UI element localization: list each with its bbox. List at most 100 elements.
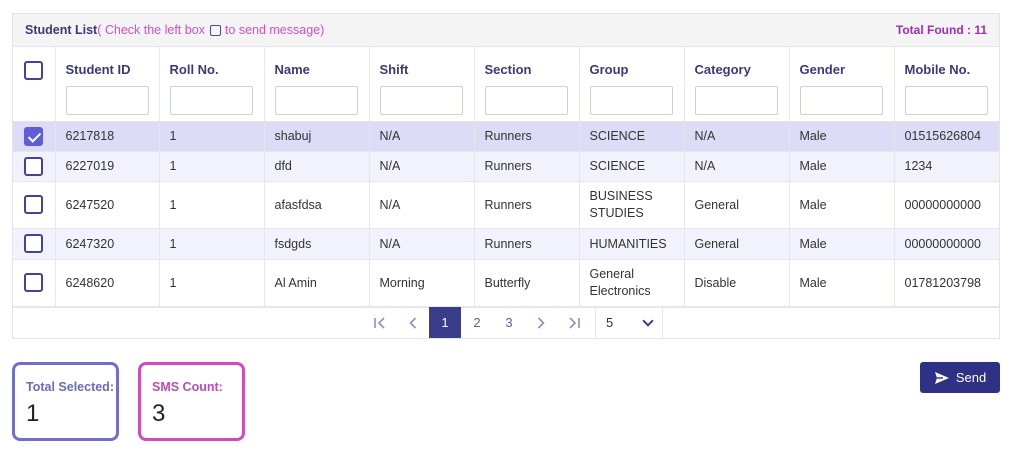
first-page-button[interactable] bbox=[365, 307, 397, 338]
column-label: Student ID bbox=[65, 62, 131, 77]
cell-category: N/A bbox=[684, 121, 790, 152]
page-title: Student List bbox=[25, 23, 98, 37]
selection-hint: ( Check the left box to send message) bbox=[97, 23, 324, 37]
column-label: Gender bbox=[799, 62, 846, 77]
filter-roll[interactable] bbox=[169, 86, 253, 115]
sms-count-label: SMS Count: bbox=[152, 380, 223, 394]
filter-category[interactable] bbox=[694, 86, 778, 115]
table-row[interactable]: 6217818 1 shabuj N/A Runners SCIENCE N/A… bbox=[13, 121, 999, 152]
cell-group: General Electronics bbox=[579, 259, 685, 307]
table-header-row: Student ID Roll No. Name Shift Section G… bbox=[13, 47, 999, 122]
student-list-panel: Student List ( Check the left box to sen… bbox=[12, 13, 1000, 339]
column-name: Name bbox=[264, 47, 370, 122]
filter-mobile[interactable] bbox=[904, 86, 988, 115]
student-table: Student ID Roll No. Name Shift Section G… bbox=[13, 47, 999, 307]
pagination: 1 2 3 5 bbox=[13, 306, 999, 338]
table-row[interactable]: 6247320 1 fsdgds N/A Runners HUMANITIES … bbox=[13, 228, 999, 260]
row-select-cell bbox=[13, 151, 56, 182]
cell-name: Al Amin bbox=[264, 259, 370, 307]
cell-student-id: 6217818 bbox=[55, 121, 160, 152]
cell-gender: Male bbox=[789, 121, 895, 152]
filter-group[interactable] bbox=[589, 86, 673, 115]
column-label: Category bbox=[694, 62, 751, 77]
filter-gender[interactable] bbox=[799, 86, 883, 115]
cell-student-id: 6247320 bbox=[55, 228, 160, 260]
next-page-button[interactable] bbox=[525, 307, 557, 338]
cell-group: HUMANITIES bbox=[579, 228, 685, 260]
cell-section: Butterfly bbox=[474, 259, 580, 307]
cell-section: Runners bbox=[474, 181, 580, 229]
column-roll: Roll No. bbox=[159, 47, 265, 122]
table-row[interactable]: 6248620 1 Al Amin Morning Butterfly Gene… bbox=[13, 259, 999, 307]
page-3-button[interactable]: 3 bbox=[505, 315, 513, 330]
cell-category: General bbox=[684, 181, 790, 229]
row-select-cell bbox=[13, 259, 56, 307]
column-group: Group bbox=[579, 47, 685, 122]
total-selected-label: Total Selected: bbox=[26, 380, 114, 394]
cell-shift: N/A bbox=[369, 151, 475, 182]
column-label: Section bbox=[484, 62, 532, 77]
column-mobile: Mobile No. bbox=[894, 47, 999, 122]
cell-group: SCIENCE bbox=[579, 121, 685, 152]
cell-group: BUSINESS STUDIES bbox=[579, 181, 685, 229]
cell-section: Runners bbox=[474, 121, 580, 152]
table-row[interactable]: 6227019 1 dfd N/A Runners SCIENCE N/A Ma… bbox=[13, 151, 999, 182]
cell-shift: N/A bbox=[369, 121, 475, 152]
column-gender: Gender bbox=[789, 47, 895, 122]
cell-student-id: 6247520 bbox=[55, 181, 160, 229]
cell-gender: Male bbox=[789, 259, 895, 307]
row-checkbox[interactable] bbox=[24, 234, 43, 253]
total-selected-value: 1 bbox=[26, 400, 40, 427]
row-checkbox[interactable] bbox=[24, 195, 43, 214]
cell-group: SCIENCE bbox=[579, 151, 685, 182]
cell-gender: Male bbox=[789, 151, 895, 182]
cell-section: Runners bbox=[474, 151, 580, 182]
cell-roll: 1 bbox=[159, 228, 265, 260]
filter-student-id[interactable] bbox=[65, 86, 149, 115]
select-all-checkbox[interactable] bbox=[24, 61, 43, 80]
checkbox-icon bbox=[209, 24, 221, 36]
row-checkbox[interactable] bbox=[24, 273, 43, 292]
cell-section: Runners bbox=[474, 228, 580, 260]
chevron-right-icon bbox=[537, 316, 545, 329]
cell-shift: N/A bbox=[369, 228, 475, 260]
cell-roll: 1 bbox=[159, 151, 265, 182]
chevron-left-icon bbox=[409, 316, 417, 329]
cell-roll: 1 bbox=[159, 121, 265, 152]
send-button-label: Send bbox=[955, 370, 987, 385]
cell-shift: N/A bbox=[369, 181, 475, 229]
column-label: Mobile No. bbox=[904, 62, 971, 77]
column-category: Category bbox=[684, 47, 790, 122]
cell-student-id: 6227019 bbox=[55, 151, 160, 182]
sms-count-value: 3 bbox=[152, 400, 166, 427]
total-selected-card: Total Selected: 1 bbox=[12, 362, 119, 441]
total-found-badge: Total Found : 11 bbox=[895, 23, 987, 37]
filter-name[interactable] bbox=[274, 86, 358, 115]
panel-title-area: Student List ( Check the left box to sen… bbox=[25, 23, 324, 37]
table-row[interactable]: 6247520 1 afasfdsa N/A Runners BUSINESS … bbox=[13, 181, 999, 229]
page-1-button[interactable]: 1 bbox=[429, 307, 461, 338]
cell-roll: 1 bbox=[159, 259, 265, 307]
cell-mobile: 1234 bbox=[894, 151, 999, 182]
filter-section[interactable] bbox=[484, 86, 568, 115]
row-select-cell bbox=[13, 228, 56, 260]
cell-mobile: 01781203798 bbox=[894, 259, 999, 307]
last-page-button[interactable] bbox=[557, 307, 589, 338]
row-checkbox[interactable] bbox=[24, 126, 43, 146]
cell-name: dfd bbox=[264, 151, 370, 182]
row-checkbox[interactable] bbox=[24, 156, 43, 176]
prev-page-button[interactable] bbox=[397, 307, 429, 338]
panel-header: Student List ( Check the left box to sen… bbox=[13, 14, 999, 47]
row-select-cell bbox=[13, 121, 56, 152]
filter-shift[interactable] bbox=[379, 86, 463, 115]
column-label: Group bbox=[589, 62, 629, 77]
cell-mobile: 01515626804 bbox=[894, 121, 999, 152]
page-2-button[interactable]: 2 bbox=[473, 315, 481, 330]
hint-suffix: to send message) bbox=[224, 23, 325, 37]
send-icon bbox=[934, 371, 949, 384]
cell-shift: Morning bbox=[369, 259, 475, 307]
send-button[interactable]: Send bbox=[920, 362, 1000, 393]
page-size-select[interactable]: 5 bbox=[595, 307, 663, 338]
column-shift: Shift bbox=[369, 47, 475, 122]
chevron-double-right-icon bbox=[569, 316, 580, 329]
